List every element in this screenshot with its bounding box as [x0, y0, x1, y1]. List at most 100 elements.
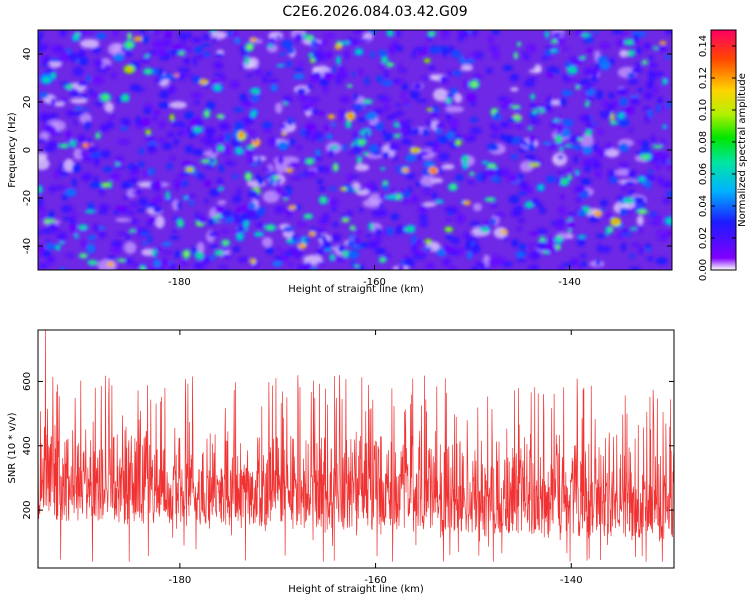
- heat-blob: [383, 104, 391, 111]
- heat-blob: [86, 243, 96, 254]
- heat-blob: [593, 30, 598, 34]
- heat-blob: [364, 130, 369, 141]
- heat-blob: [109, 123, 115, 129]
- heat-blob: [621, 183, 626, 192]
- heat-blob: [202, 33, 211, 41]
- heat-blob: [372, 151, 381, 156]
- heat-blob: [324, 33, 335, 38]
- heat-blob: [447, 218, 452, 222]
- heat-blob-core: [569, 68, 575, 73]
- heat-blob: [417, 150, 430, 157]
- heat-blob: [383, 69, 389, 75]
- heat-blob: [59, 267, 67, 270]
- heat-blob: [68, 52, 80, 62]
- heat-blob: [383, 73, 390, 79]
- heat-blob: [296, 87, 307, 95]
- heat-blob: [39, 112, 52, 123]
- heat-blob: [583, 164, 592, 173]
- heat-blob: [360, 38, 373, 42]
- heat-blob: [482, 220, 490, 226]
- heat-blob: [527, 44, 536, 54]
- heat-blob-core: [126, 42, 132, 47]
- heat-light-patch: [274, 102, 283, 114]
- heat-blob: [42, 227, 54, 235]
- heat-blob: [430, 111, 441, 118]
- heat-blob: [585, 83, 595, 88]
- heat-blob: [464, 79, 469, 89]
- heat-blob: [316, 247, 325, 256]
- heat-blob: [465, 92, 477, 103]
- heat-blob: [98, 226, 106, 230]
- heat-blob: [587, 157, 600, 162]
- heat-blob: [147, 202, 158, 207]
- heat-blob: [562, 73, 568, 81]
- heat-blob: [383, 184, 389, 191]
- heat-blob: [175, 121, 187, 128]
- heat-blob: [629, 96, 640, 106]
- heat-blob: [264, 175, 270, 179]
- heat-blob: [103, 166, 113, 173]
- heat-blob-core: [575, 170, 579, 174]
- heat-blob: [441, 35, 448, 40]
- heat-blob: [72, 66, 84, 77]
- heat-blob: [90, 147, 99, 153]
- heat-blob: [455, 174, 464, 181]
- heat-blob: [341, 144, 348, 151]
- heat-blob: [95, 32, 107, 40]
- heat-blob-core: [528, 127, 532, 129]
- heat-blob: [87, 121, 93, 126]
- heat-blob: [576, 238, 586, 247]
- heat-blob: [622, 228, 629, 234]
- heat-blob: [645, 180, 652, 185]
- heat-blob: [209, 188, 220, 197]
- heat-blob: [195, 211, 200, 221]
- heat-blob: [608, 92, 615, 100]
- heat-blob: [50, 58, 60, 63]
- heat-blob: [323, 125, 329, 132]
- heat-blob: [189, 200, 194, 206]
- heat-blob: [246, 193, 256, 198]
- heat-blob-core: [348, 114, 353, 119]
- heat-blob: [662, 180, 672, 189]
- heat-blob: [159, 90, 170, 99]
- x-tick-label: -160: [364, 575, 387, 586]
- heat-blob-core: [567, 145, 571, 147]
- heat-blob-core: [618, 114, 624, 118]
- heat-blob: [158, 121, 166, 129]
- heat-blob: [515, 123, 523, 129]
- heat-blob: [233, 228, 239, 235]
- heat-blob-core: [268, 44, 273, 47]
- heat-blob-core: [237, 234, 242, 239]
- heat-blob-core: [437, 200, 442, 203]
- heat-blob: [386, 226, 394, 236]
- heat-blob: [493, 212, 506, 218]
- x-tick-label: -140: [560, 575, 583, 586]
- heat-blob-core: [307, 159, 312, 164]
- heat-blob: [631, 67, 643, 74]
- heat-blob: [490, 134, 498, 138]
- heat-blob: [534, 250, 540, 260]
- heat-blob: [382, 151, 390, 159]
- heat-blob-core: [556, 137, 561, 142]
- heat-blob-core: [412, 148, 418, 152]
- heat-hotspot-core: [290, 206, 294, 209]
- heat-blob: [297, 263, 310, 270]
- heat-blob: [286, 188, 292, 196]
- heat-blob: [39, 213, 47, 219]
- heat-blob: [191, 37, 203, 44]
- heat-blob: [442, 30, 450, 36]
- heat-blob: [471, 51, 478, 61]
- heat-blob-core: [252, 89, 258, 93]
- heat-blob: [308, 169, 317, 176]
- heat-blob: [586, 35, 594, 44]
- heat-blob: [592, 161, 602, 170]
- heat-blob: [309, 136, 318, 142]
- heat-blob: [114, 156, 124, 164]
- heat-blob: [664, 30, 672, 35]
- heat-blob: [619, 207, 628, 216]
- heat-blob: [123, 194, 130, 200]
- heat-blob-core: [73, 36, 78, 40]
- heat-hotspot-core: [403, 168, 408, 172]
- heat-light-patch: [282, 230, 295, 238]
- heat-blob: [539, 206, 546, 214]
